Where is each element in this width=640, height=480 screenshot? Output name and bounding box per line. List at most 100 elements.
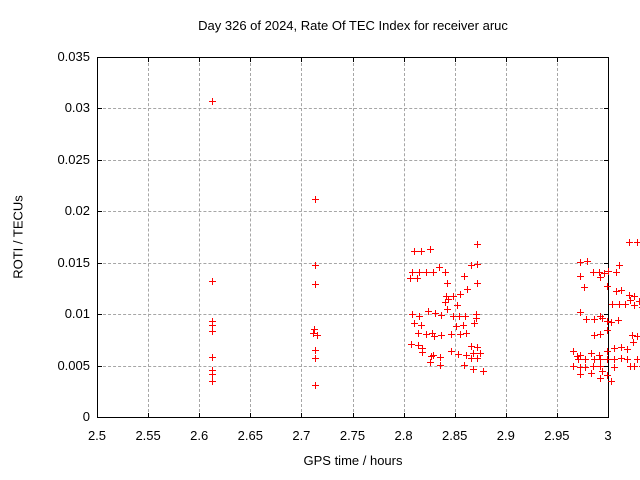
data-point <box>430 352 437 359</box>
y-gridline <box>98 159 608 161</box>
y-tick-mark <box>604 108 608 110</box>
data-point <box>442 269 449 276</box>
x-tick-label: 2.9 <box>496 428 515 443</box>
data-point <box>462 313 469 320</box>
x-tick-mark <box>505 58 507 62</box>
data-point <box>428 353 435 360</box>
y-gridline <box>98 314 608 316</box>
data-point <box>609 301 616 308</box>
data-point <box>416 269 423 276</box>
chart-title: Day 326 of 2024, Rate Of TEC Index for r… <box>198 18 508 33</box>
x-tick-mark <box>301 413 303 417</box>
data-point <box>409 311 416 318</box>
data-point <box>448 331 455 338</box>
x-tick-mark <box>556 413 558 417</box>
data-point <box>455 351 462 358</box>
data-point <box>442 299 449 306</box>
data-point <box>464 286 471 293</box>
data-point <box>409 269 416 276</box>
data-point <box>577 259 584 266</box>
data-point <box>444 280 451 287</box>
data-point <box>604 356 611 363</box>
data-point <box>615 317 622 324</box>
y-tick-mark <box>604 365 608 367</box>
data-point <box>431 333 438 340</box>
x-tick-mark <box>505 413 507 417</box>
data-point <box>630 339 637 346</box>
data-point <box>604 318 611 325</box>
data-point <box>312 281 319 288</box>
data-point <box>627 297 634 304</box>
y-tick-mark <box>604 314 608 316</box>
data-point <box>629 332 636 339</box>
data-point <box>582 356 589 363</box>
x-tick-mark <box>250 413 252 417</box>
x-gridline <box>199 58 201 417</box>
data-point <box>624 356 631 363</box>
x-tick-mark <box>199 413 201 417</box>
data-point <box>444 306 451 313</box>
data-point <box>634 356 640 363</box>
data-point <box>419 345 426 352</box>
y-tick-label: 0 <box>82 409 90 424</box>
y-tick-label: 0.025 <box>57 151 90 167</box>
data-point <box>209 318 216 325</box>
data-point <box>474 280 481 287</box>
data-point <box>423 269 430 276</box>
data-point <box>627 363 634 370</box>
data-point <box>457 331 464 338</box>
x-tick-mark <box>148 413 150 417</box>
data-point <box>570 363 577 370</box>
data-point <box>577 364 584 371</box>
data-point <box>473 315 480 322</box>
x-gridline <box>454 58 456 417</box>
x-gridline <box>556 58 558 417</box>
data-point <box>622 301 629 308</box>
data-point <box>474 261 481 268</box>
data-point <box>460 322 467 329</box>
data-point <box>611 356 618 363</box>
data-point <box>604 283 611 290</box>
data-point <box>474 355 481 362</box>
data-point <box>473 311 480 318</box>
data-point <box>577 371 584 378</box>
data-point <box>314 332 321 339</box>
data-point <box>597 356 604 363</box>
y-tick-mark <box>98 57 102 58</box>
x-tick-label: 2.8 <box>394 428 413 443</box>
x-tick-mark <box>454 413 456 417</box>
data-point <box>583 316 590 323</box>
data-point <box>468 343 475 350</box>
x-tick-mark <box>608 413 609 417</box>
data-point <box>618 287 625 294</box>
x-tick-mark <box>301 58 303 62</box>
data-point <box>411 248 418 255</box>
data-point <box>418 248 425 255</box>
data-point <box>577 352 584 359</box>
y-tick-mark <box>98 262 102 264</box>
x-tick-label: 2.55 <box>135 428 161 443</box>
x-tick-label: 2.75 <box>339 428 366 443</box>
y-tick-mark <box>604 417 608 418</box>
data-point <box>463 330 470 337</box>
data-point <box>209 354 216 361</box>
y-gridline <box>98 365 608 367</box>
data-point <box>575 356 582 363</box>
data-point <box>631 302 638 309</box>
data-point <box>438 332 445 339</box>
data-point <box>591 332 598 339</box>
y-tick-label: 0.01 <box>64 306 90 322</box>
plot-area <box>97 57 640 418</box>
data-point <box>415 342 422 349</box>
data-point <box>463 352 470 359</box>
data-point <box>437 354 444 361</box>
data-point <box>448 348 455 355</box>
x-tick-mark <box>97 413 98 417</box>
y-tick-label: 0.02 <box>64 203 90 219</box>
x-tick-label: 2.6 <box>190 428 209 443</box>
data-point <box>577 273 584 280</box>
data-point <box>597 375 604 382</box>
data-point <box>209 278 216 285</box>
y-tick-mark <box>604 211 608 213</box>
data-point <box>209 322 216 329</box>
